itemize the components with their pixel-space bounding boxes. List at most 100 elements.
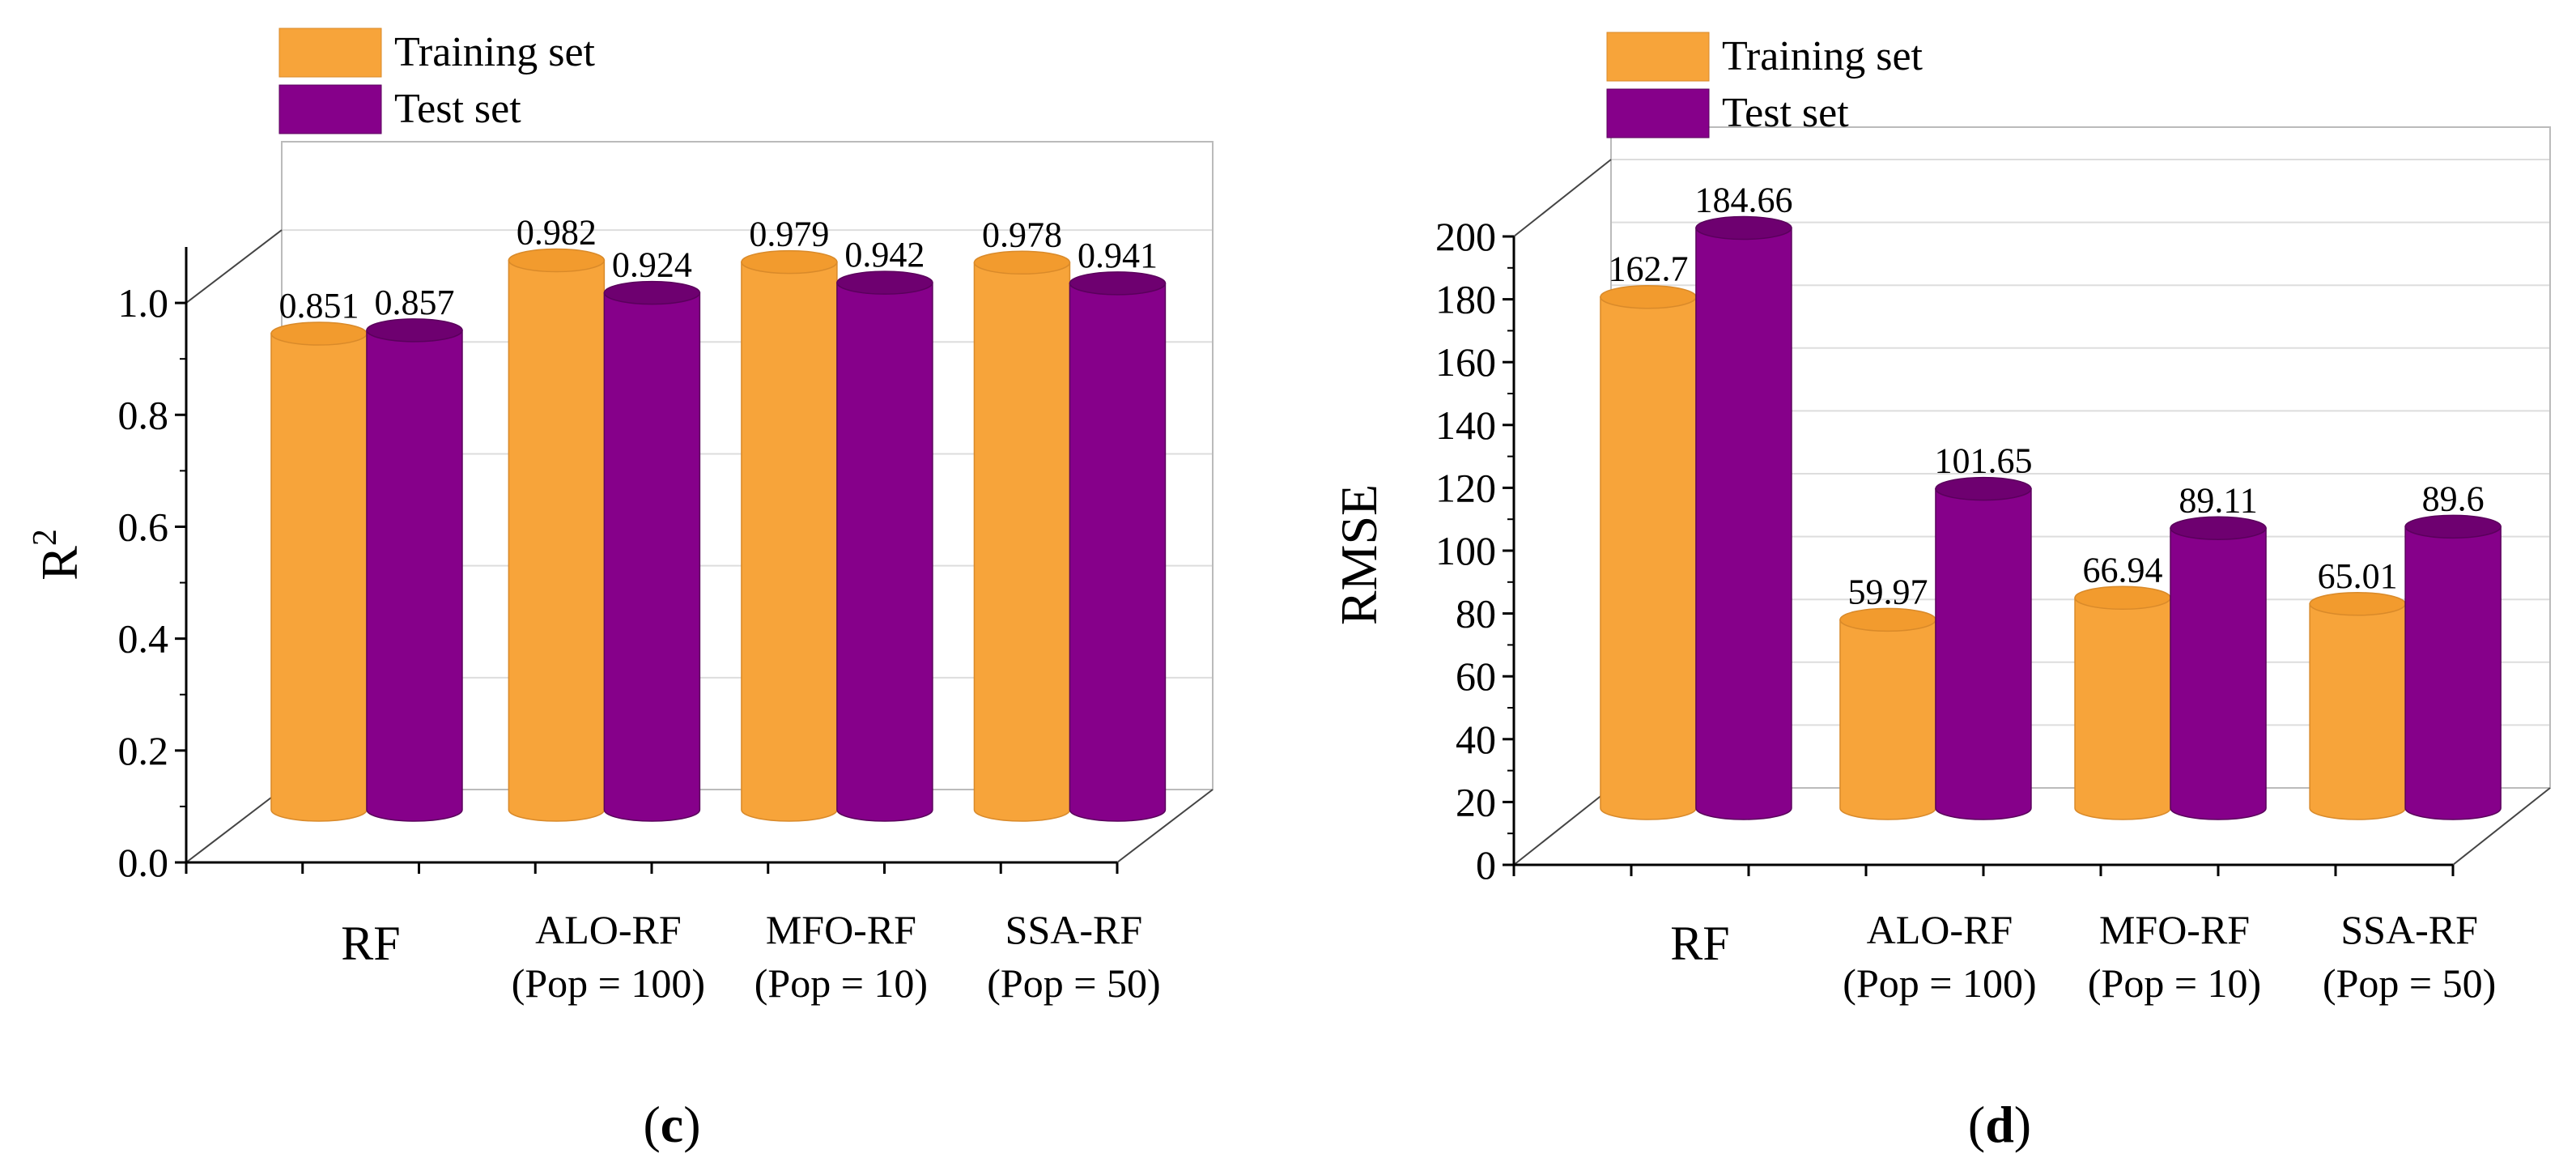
bar-value-label: 0.941 (1078, 236, 1158, 275)
y-axis-label: RMSE (1330, 484, 1388, 625)
bar-cap (1600, 284, 1697, 309)
y-tick-label: 60 (1456, 653, 1496, 699)
bar-body (1839, 619, 1936, 820)
panel-label-letter: d (1985, 1096, 2014, 1153)
bar-value-label: 0.857 (374, 283, 454, 322)
bar-test-3: 0.941 (1069, 236, 1167, 822)
bar-value-label: 0.942 (844, 235, 925, 275)
y-tick-label: 20 (1456, 779, 1496, 824)
x-category-label: (Pop = 10) (2088, 960, 2261, 1006)
bar-value-label: 89.6 (2422, 479, 2485, 518)
y-axis-label-text: RMSE (1330, 484, 1388, 625)
floor-edge-left (185, 789, 283, 863)
x-category-label: RF (1670, 917, 1729, 970)
bar-body (836, 282, 933, 822)
bar-body (2404, 526, 2502, 820)
legend-label: Training set (1722, 33, 1923, 79)
y-tick-label: 0.0 (118, 840, 169, 885)
panel-label: (d) (1968, 1096, 2031, 1153)
floor-edge-right (1116, 789, 1214, 863)
y-tick-label: 1.0 (118, 280, 169, 326)
y-tick-label: 160 (1435, 339, 1496, 385)
legend-swatch-training (1606, 32, 1710, 82)
bar-cap (2170, 516, 2267, 541)
bar-training-1: 0.982 (508, 213, 606, 822)
panel-label-letter: c (661, 1096, 683, 1153)
bar-cap (1839, 607, 1936, 632)
y-tick-label: 100 (1435, 528, 1496, 573)
bar-body (1600, 296, 1697, 820)
panel-label-close: ) (683, 1096, 700, 1153)
bar-value-label: 0.978 (982, 215, 1062, 254)
y-tick-label: 180 (1435, 277, 1496, 322)
x-category-label: SSA-RF (1005, 907, 1143, 952)
bar-body (270, 333, 368, 822)
bar-value-label: 66.94 (2083, 550, 2163, 590)
x-category-label: (Pop = 100) (512, 960, 705, 1006)
y-tick-label: 80 (1456, 591, 1496, 636)
bar-test-1: 0.924 (603, 245, 701, 822)
bar-body (2170, 527, 2267, 820)
x-category-label: SSA-RF (2340, 907, 2478, 952)
bar-value-label: 101.65 (1934, 441, 2032, 481)
chart-panel-c: 0.0 0.2 0.4 0.6 0.8 1.0 R2 0.851 0.857 RF 0.982 0.9… (27, 28, 1214, 1153)
y-tick-label: 0.4 (118, 616, 169, 662)
legend-swatch-training (278, 28, 382, 78)
panel-label: (c) (643, 1096, 700, 1153)
bar-value-label: 65.01 (2318, 556, 2398, 596)
legend-label: Test set (394, 86, 521, 132)
y-axis-label-sup: 2 (27, 529, 64, 546)
legend-label: Training set (394, 29, 596, 75)
y-axis-label-text: R (31, 546, 88, 581)
x-category-label: ALO-RF (535, 907, 682, 952)
bar-test-1: 101.65 (1934, 441, 2032, 820)
bar-value-label: 59.97 (1847, 572, 1928, 611)
x-category-label: (Pop = 50) (2323, 960, 2496, 1006)
bar-cap (973, 250, 1071, 275)
bar-cap (836, 270, 933, 295)
bar-training-0: 162.7 (1600, 249, 1697, 820)
bar-training-1: 59.97 (1839, 572, 1936, 820)
bar-body (1935, 487, 2032, 820)
top-edge-left (1513, 159, 1612, 237)
bar-body (2309, 603, 2406, 820)
y-tick-label: 40 (1456, 717, 1496, 762)
bar-value-label: 0.979 (749, 215, 829, 254)
bar-cap (2074, 585, 2171, 611)
bar-body (2074, 597, 2171, 820)
bar-body (973, 262, 1071, 822)
bar-test-3: 89.6 (2404, 479, 2502, 820)
bar-cap (2404, 514, 2502, 539)
chart-panel-d: 0 20 40 60 80 100 120 140 160 180 200 RMSE 162.7184.… (1330, 32, 2551, 1153)
bar-cap (270, 321, 368, 346)
bar-body (741, 261, 838, 822)
bar-test-2: 0.942 (836, 235, 933, 822)
x-category-label: MFO-RF (2099, 907, 2250, 952)
x-category-label: (Pop = 10) (755, 960, 928, 1006)
bar-value-label: 0.924 (612, 245, 692, 285)
bar-body (1695, 227, 1792, 820)
floor-edge-right (2452, 787, 2551, 866)
bar-test-0: 0.857 (366, 283, 463, 822)
bar-cap (1069, 271, 1167, 296)
legend: Training set Test set (278, 28, 596, 134)
bar-cap (741, 249, 838, 275)
panel-label-open: ( (1968, 1096, 1985, 1153)
y-tick-label: 120 (1435, 465, 1496, 510)
bar-cap (1695, 215, 1792, 241)
y-tick-label: 0.8 (118, 392, 169, 437)
bar-cap (2309, 592, 2406, 616)
bar-body (508, 259, 606, 822)
bar-cap (1935, 476, 2032, 501)
x-category-label: (Pop = 100) (1843, 960, 2036, 1006)
bar-value-label: 162.7 (1608, 249, 1688, 289)
top-edge-left (185, 229, 283, 304)
y-tick-label: 140 (1435, 402, 1496, 448)
bar-training-2: 66.94 (2074, 550, 2171, 820)
y-tick-label: 0.2 (118, 728, 169, 773)
bar-cap (508, 248, 606, 273)
bar-training-2: 0.979 (741, 215, 838, 822)
bar-training-0: 0.851 (270, 286, 368, 822)
bar-test-0: 184.66 (1694, 181, 1792, 820)
